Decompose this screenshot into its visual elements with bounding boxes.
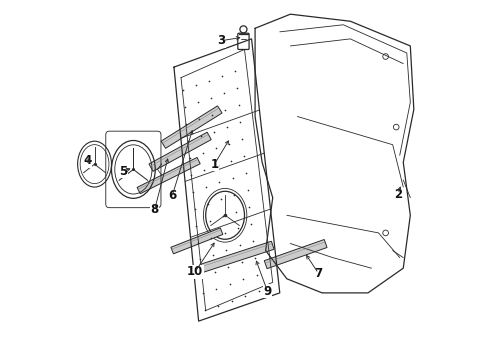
Text: 9: 9 bbox=[263, 285, 271, 298]
Text: 10: 10 bbox=[186, 265, 203, 278]
Text: 8: 8 bbox=[150, 203, 158, 216]
Text: 4: 4 bbox=[83, 154, 91, 167]
Text: 2: 2 bbox=[393, 188, 401, 201]
Polygon shape bbox=[161, 106, 222, 148]
Polygon shape bbox=[170, 228, 223, 254]
Text: 6: 6 bbox=[168, 189, 176, 202]
Polygon shape bbox=[137, 157, 200, 194]
Text: 3: 3 bbox=[217, 34, 225, 47]
Polygon shape bbox=[201, 241, 273, 272]
Text: 1: 1 bbox=[210, 158, 218, 171]
Polygon shape bbox=[149, 132, 211, 171]
Text: 7: 7 bbox=[314, 267, 322, 280]
Polygon shape bbox=[264, 239, 326, 269]
Text: 5: 5 bbox=[119, 165, 127, 178]
